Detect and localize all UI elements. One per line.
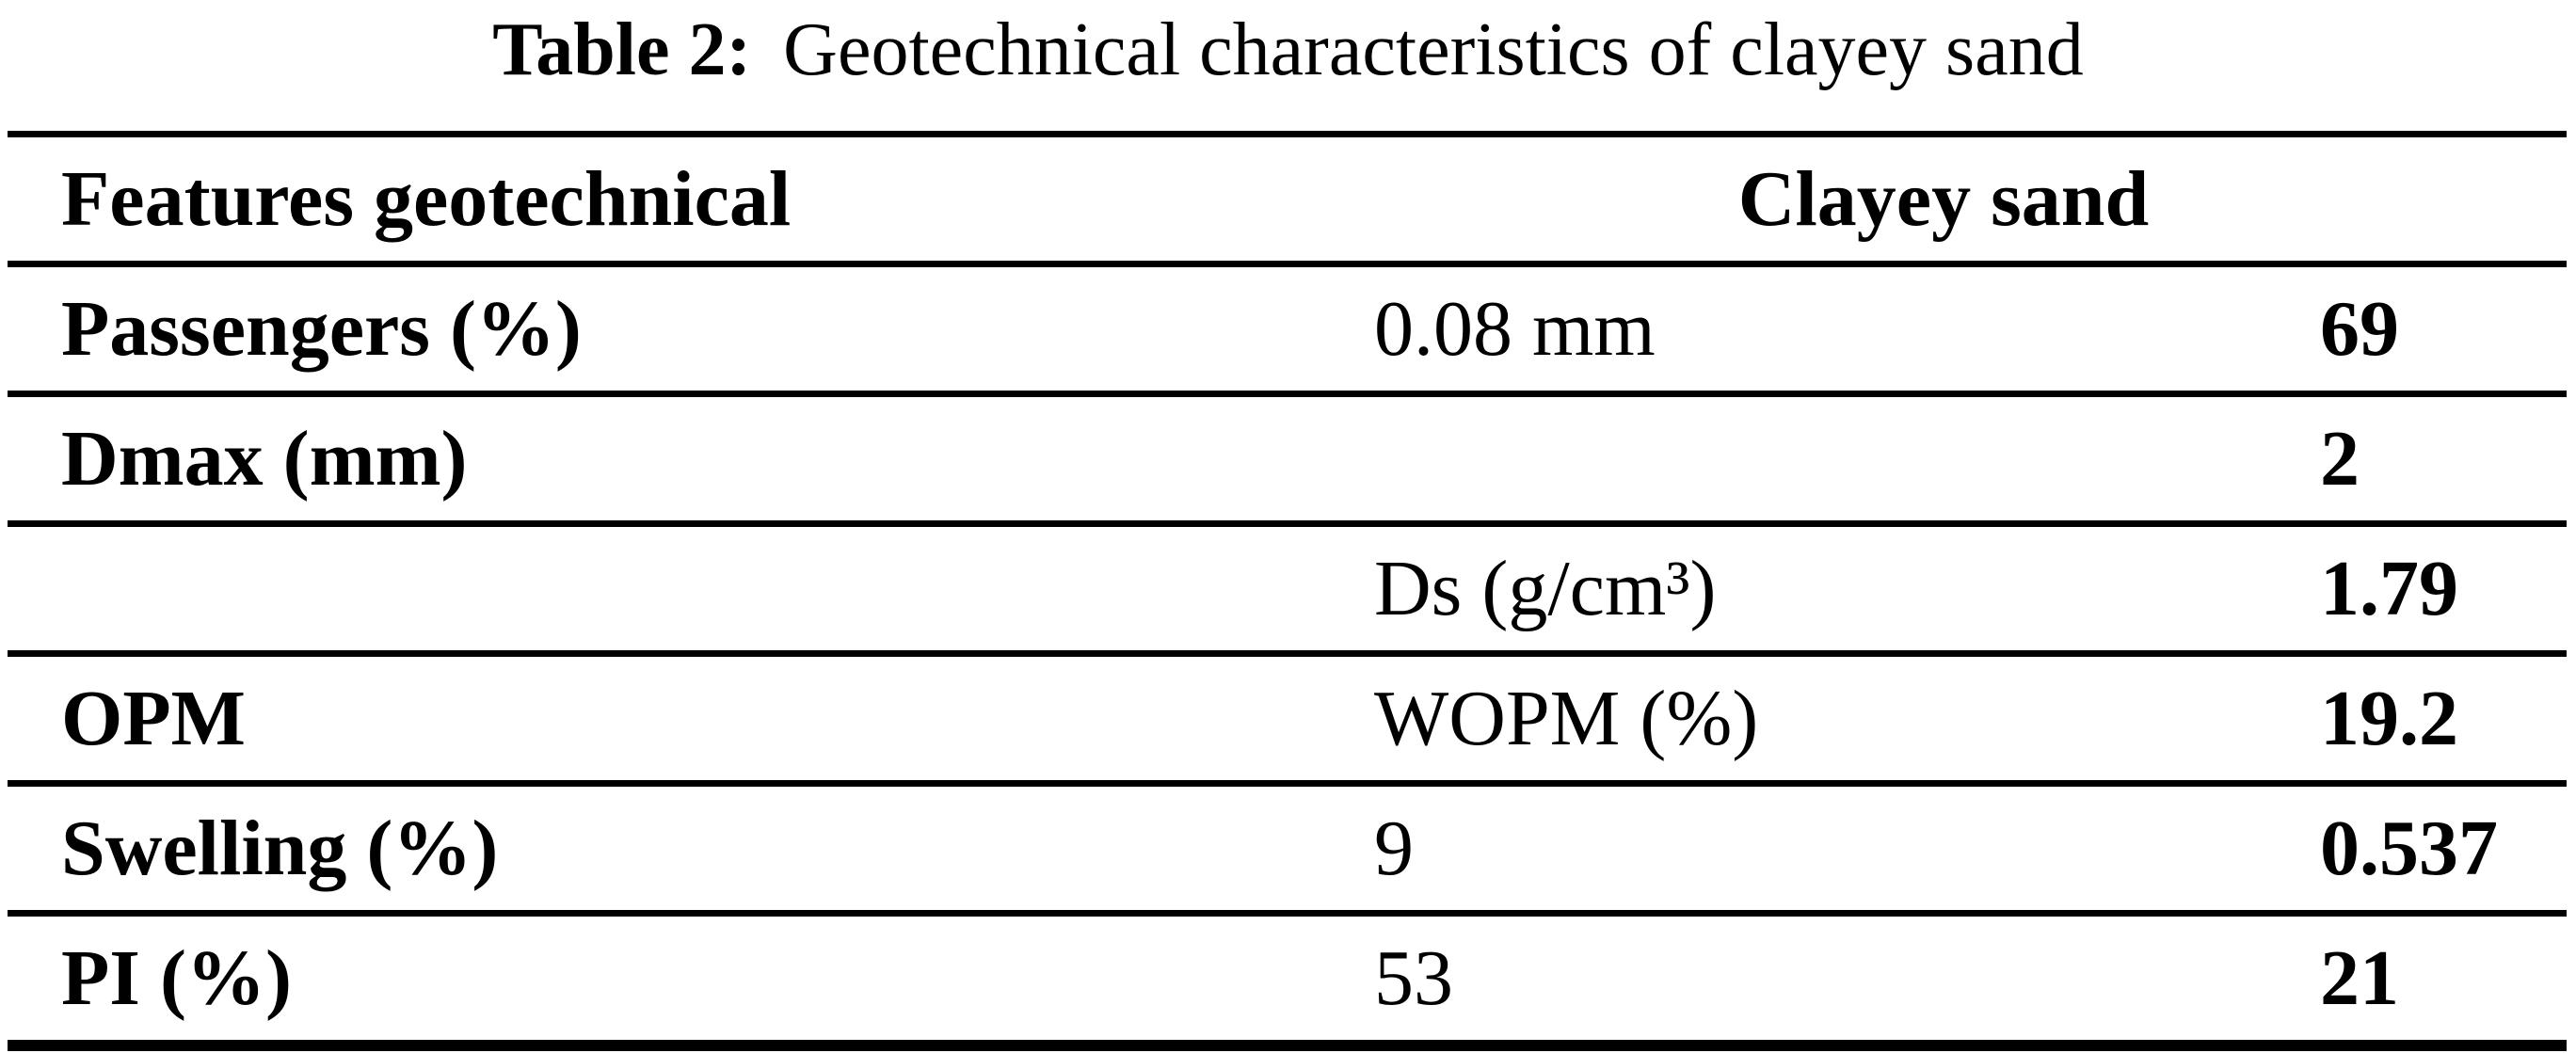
feature-cell: PI (%) xyxy=(61,933,292,1022)
feature-cell: OPM xyxy=(61,674,246,762)
header-group-cell: Clayey sand xyxy=(1737,154,2150,243)
detail-cell: Ds (g/cm³) xyxy=(1374,544,1717,632)
table-row: PI (%) 53 21 xyxy=(8,917,2567,1040)
table-caption: Table 2: Geotechnical characteristics of… xyxy=(0,0,2576,100)
detail-cell: WOPM (%) xyxy=(1374,674,1759,762)
value-cell: 1.79 xyxy=(2320,544,2458,632)
detail-cell: 53 xyxy=(1374,933,1453,1022)
table-row: Passengers (%) 0.08 mm 69 xyxy=(8,267,2567,397)
value-cell: 19.2 xyxy=(2320,674,2458,762)
detail-cell: 0.08 mm xyxy=(1374,284,1656,373)
table-row: OPM WOPM (%) 19.2 xyxy=(8,657,2567,787)
table-header-row: Features geotechnical Clayey sand xyxy=(8,137,2567,267)
detail-cell: 9 xyxy=(1374,804,1414,892)
caption-text: Geotechnical characteristics of clayey s… xyxy=(783,8,2084,91)
table-row: Swelling (%) 9 0.537 xyxy=(8,787,2567,917)
value-cell: 21 xyxy=(2320,933,2399,1022)
value-cell: 69 xyxy=(2320,284,2399,373)
table-row: Ds (g/cm³) 1.79 xyxy=(8,527,2567,657)
geotechnical-table: Features geotechnical Clayey sand Passen… xyxy=(8,131,2567,1051)
feature-cell: Passengers (%) xyxy=(61,284,582,373)
caption-label: Table 2: xyxy=(492,8,752,91)
feature-cell: Dmax (mm) xyxy=(61,414,468,503)
table-row: Dmax (mm) 2 xyxy=(8,397,2567,527)
header-feature-cell: Features geotechnical xyxy=(61,154,792,243)
value-cell: 0.537 xyxy=(2320,804,2498,892)
feature-cell: Swelling (%) xyxy=(61,804,499,892)
value-cell: 2 xyxy=(2320,414,2360,503)
